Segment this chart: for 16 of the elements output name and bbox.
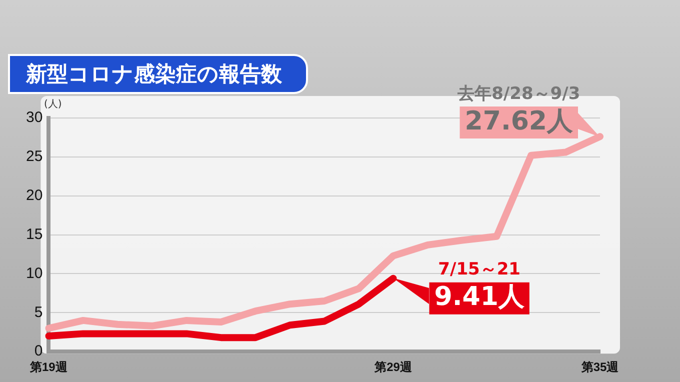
y-tick-label: 30: [26, 109, 43, 126]
annotation: 去年8/28～9/3: [456, 84, 580, 104]
y-tick-label: 15: [26, 226, 43, 243]
x-tick-label: 第19週: [29, 360, 68, 374]
x-tick-label: 第35週: [580, 360, 620, 374]
y-tick-label: 10: [26, 264, 43, 282]
annotation: 7/15～21: [438, 260, 521, 280]
y-tick-label: 20: [26, 187, 43, 204]
data-label: 9.41人: [434, 282, 526, 312]
data-label: 27.62人: [464, 106, 574, 136]
y-tick-label: 5: [34, 304, 43, 321]
y-tick-label: 0: [34, 342, 43, 360]
x-tick-label: 第29週: [374, 360, 413, 374]
y-axis-title: (人): [44, 98, 62, 111]
y-tick-label: 25: [26, 148, 43, 166]
chart-title: 新型コロナ感染症の報告数: [8, 54, 308, 94]
